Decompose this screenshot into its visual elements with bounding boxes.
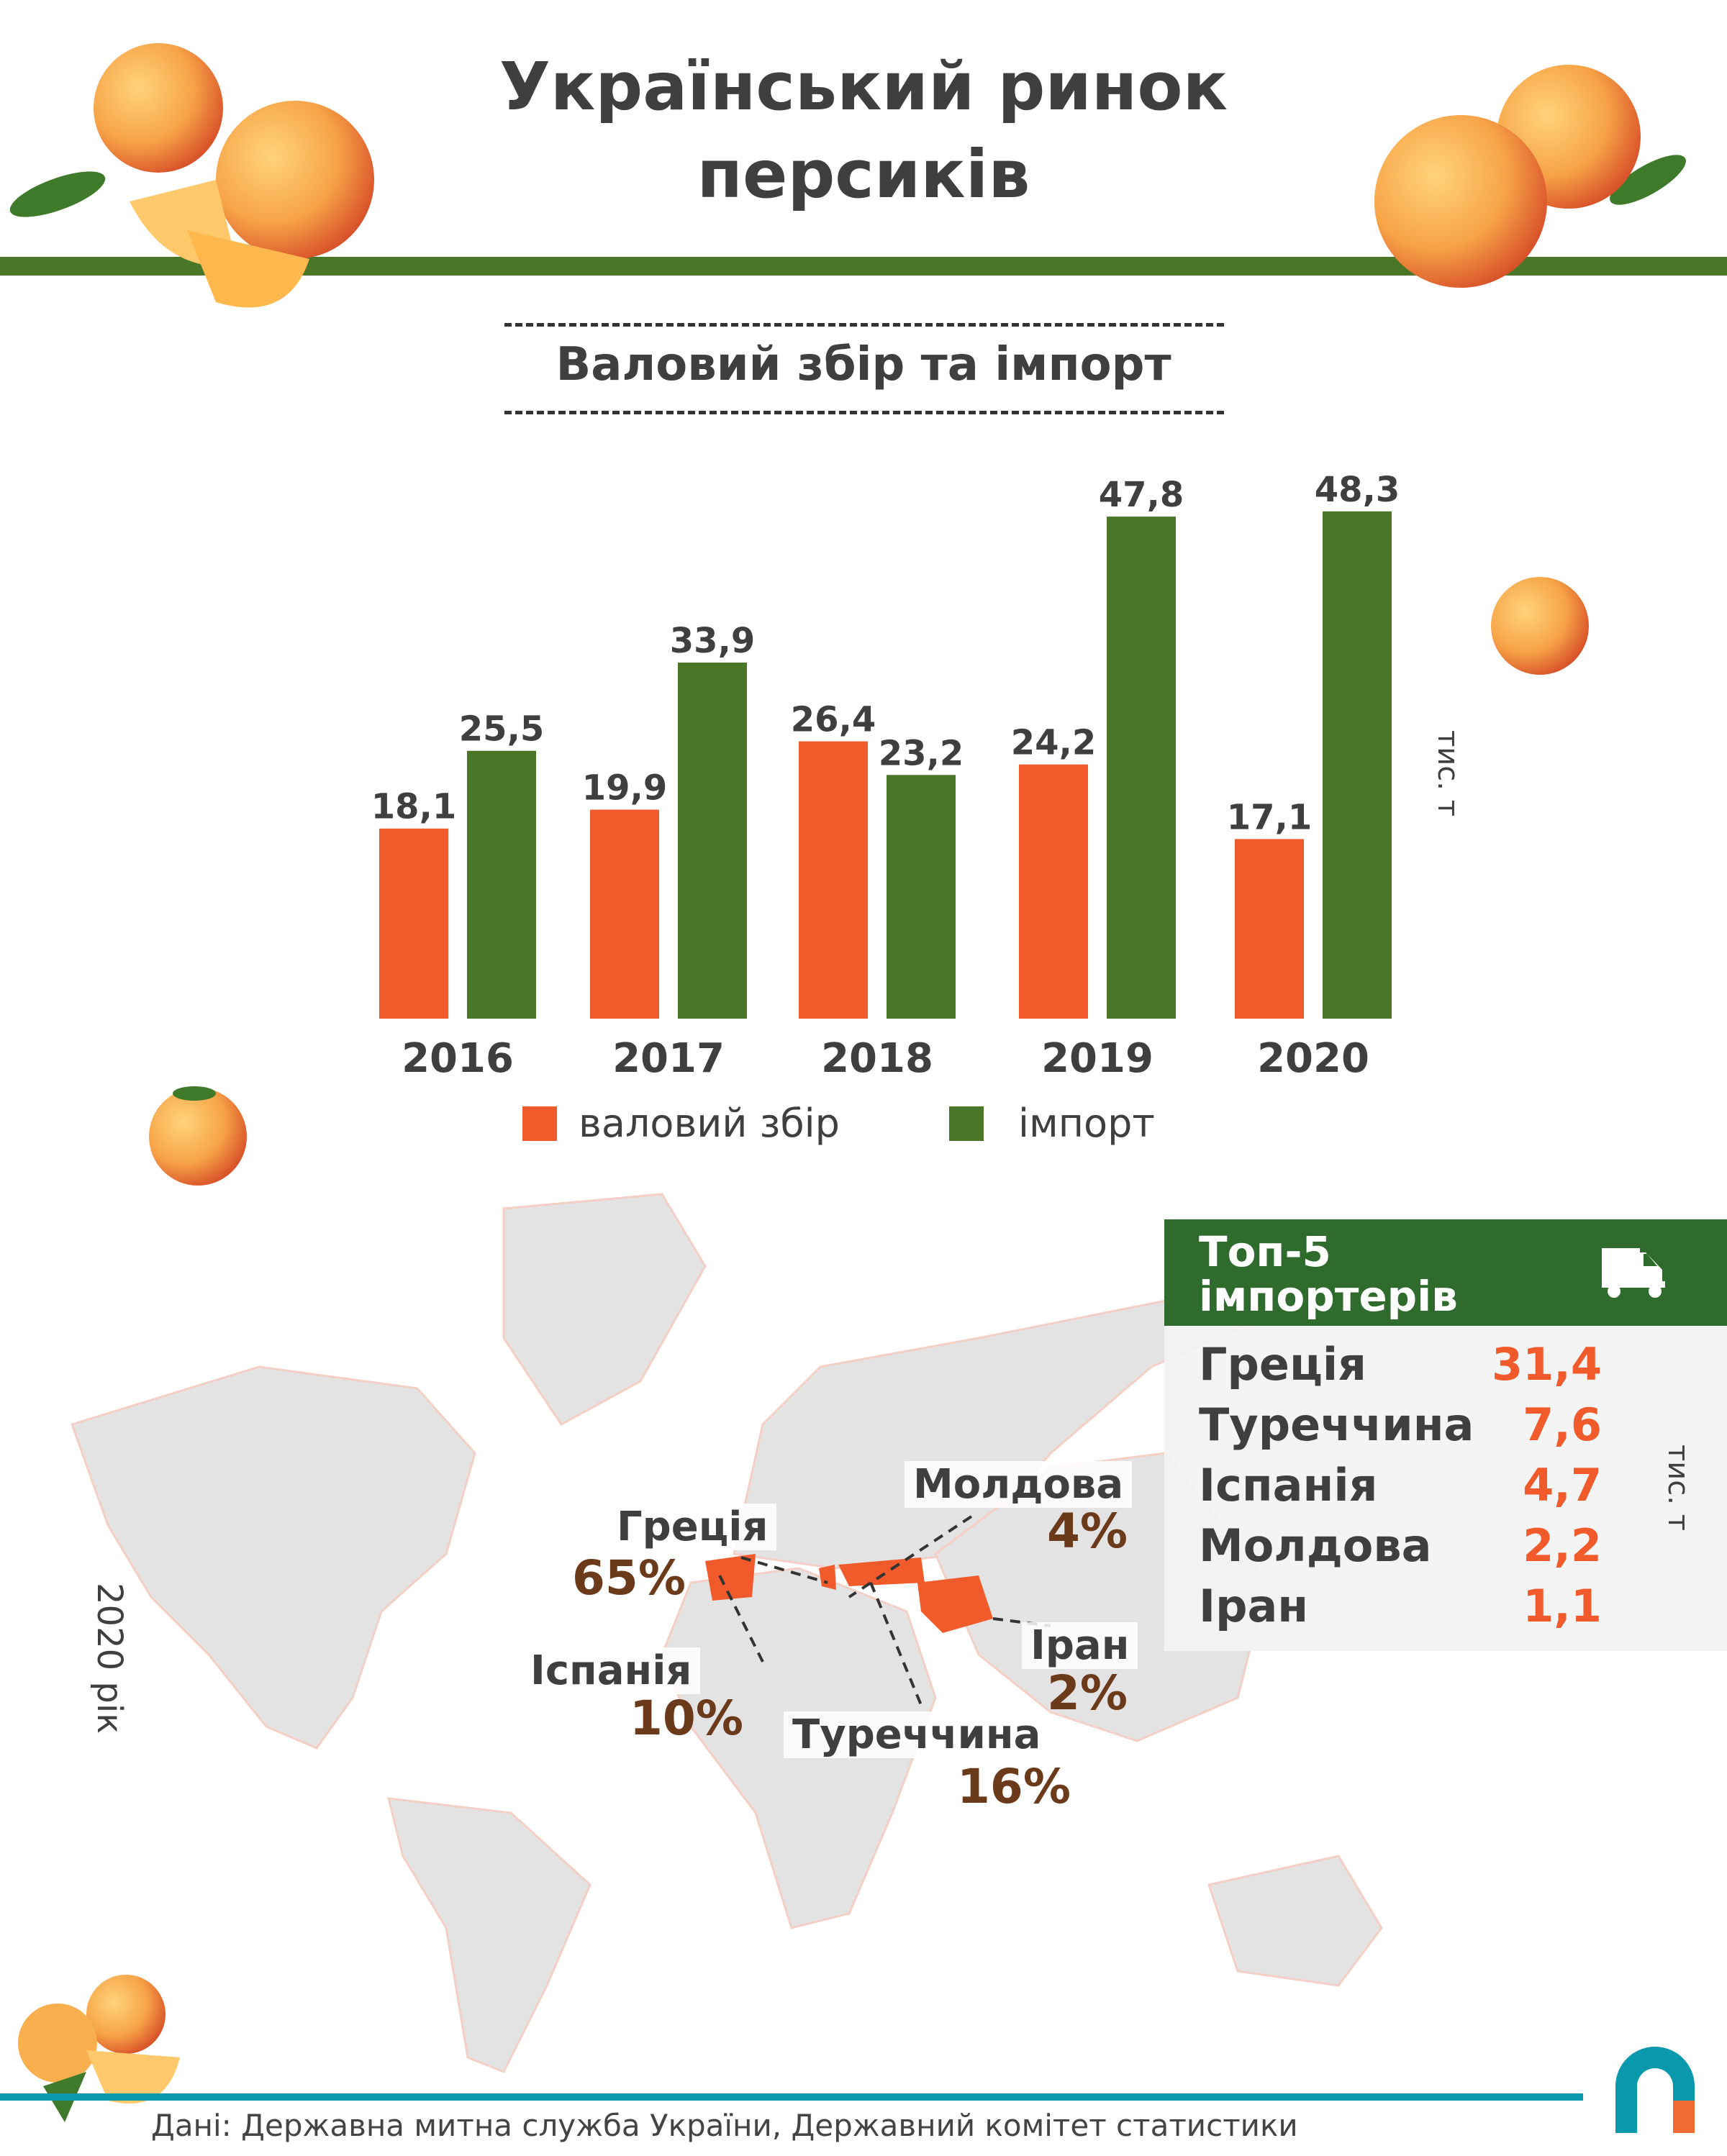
country-name: Іспанія <box>1199 1459 1378 1511</box>
country-name: Греція <box>1199 1338 1366 1391</box>
turkey-highlight <box>838 1557 925 1586</box>
page-title: Український ринок персиків <box>0 43 1727 219</box>
legend-item-import: імпорт <box>949 1101 1155 1146</box>
top5-row: Греція 31,4 <box>1199 1334 1602 1395</box>
import-value: 31,4 <box>1492 1338 1602 1391</box>
top5-unit: тис. т <box>1662 1445 1695 1532</box>
iran-highlight <box>917 1575 993 1633</box>
x-tick-label: 2020 <box>1257 1035 1369 1079</box>
legend-swatch <box>522 1106 557 1141</box>
data-label: 24,2 <box>1011 723 1096 763</box>
country-name: Туреччина <box>1199 1398 1474 1451</box>
bar-harvest-2018 <box>799 741 868 1019</box>
data-label: 25,5 <box>459 709 544 750</box>
leader-line <box>848 1515 973 1598</box>
footer-line <box>0 2093 1583 2101</box>
leader-line <box>992 1617 1051 1627</box>
import-value: 4,7 <box>1523 1459 1602 1511</box>
greenland <box>502 1193 707 1426</box>
title-line-2: персиків <box>697 136 1030 213</box>
bar-import-2018 <box>887 775 956 1019</box>
north-america <box>71 1365 476 1750</box>
greece-highlight <box>819 1565 836 1590</box>
bar-harvest-2016 <box>379 828 448 1019</box>
bar-import-2020 <box>1323 511 1392 1019</box>
truck-icon <box>1602 1248 1665 1298</box>
peach-icon <box>1491 577 1589 675</box>
data-label: 23,2 <box>879 733 964 773</box>
peach-icon <box>1374 65 1686 288</box>
data-label: 18,1 <box>371 787 456 827</box>
map-share-greece: 65% <box>572 1550 686 1606</box>
bar-harvest-2019 <box>1019 764 1088 1019</box>
year-label: 2020 рік <box>89 1583 130 1734</box>
spain-highlight <box>705 1554 756 1601</box>
legend-item-harvest: валовий збір <box>522 1101 840 1146</box>
top5-row: Молдова 2,2 <box>1199 1516 1602 1576</box>
legend-swatch <box>949 1106 984 1141</box>
title-line-1: Український ринок <box>499 48 1228 125</box>
chart-title: Валовий збір та імпорт <box>556 338 1171 391</box>
import-value: 2,2 <box>1523 1519 1602 1572</box>
country-name: Іран <box>1199 1580 1309 1632</box>
x-tick-label: 2019 <box>1041 1035 1153 1079</box>
data-label: 19,9 <box>582 768 667 808</box>
top5-title-line: Топ-5 <box>1199 1227 1331 1276</box>
map-label-iran: Іран <box>1022 1622 1138 1669</box>
leader-line <box>869 1582 923 1706</box>
top5-row: Іспанія 4,7 <box>1199 1455 1602 1516</box>
top5-row: Туреччина 7,6 <box>1199 1395 1602 1455</box>
top5-title-line: імпортерів <box>1199 1272 1458 1321</box>
import-value: 1,1 <box>1523 1580 1602 1632</box>
data-label: 48,3 <box>1315 470 1400 510</box>
map-share-turkey: 16% <box>957 1759 1071 1814</box>
map-share-moldova: 4% <box>1047 1504 1128 1559</box>
data-label: 26,4 <box>791 700 876 740</box>
data-label: 33,9 <box>670 621 755 661</box>
australia <box>1207 1855 1383 1987</box>
import-value: 7,6 <box>1523 1398 1602 1451</box>
y-axis-unit: тис. т <box>1431 730 1464 817</box>
logo-icon <box>1615 2047 1695 2133</box>
legend-label: імпорт <box>1018 1101 1155 1146</box>
south-america <box>387 1797 591 2073</box>
peach-icon <box>149 1086 247 1186</box>
data-label: 17,1 <box>1227 797 1312 837</box>
legend-label: валовий збір <box>579 1101 840 1146</box>
map-share-iran: 2% <box>1047 1665 1128 1721</box>
map-label-spain: Іспанія <box>522 1647 701 1694</box>
divider <box>504 323 1224 327</box>
data-label: 47,8 <box>1099 475 1184 515</box>
peach-icon <box>9 43 374 308</box>
divider <box>504 411 1224 414</box>
bar-chart: 18,125,5 2016 19,9 33,9 2017 26,423,2 2018 24,2… <box>371 470 1400 1079</box>
country-name: Молдова <box>1199 1519 1432 1572</box>
bar-harvest-2020 <box>1235 839 1304 1019</box>
bar-import-2017 <box>678 663 747 1019</box>
x-tick-label: 2017 <box>612 1035 725 1079</box>
leader-line <box>740 1556 828 1584</box>
x-tick-label: 2016 <box>402 1035 514 1079</box>
map-label-greece: Греція <box>608 1504 777 1550</box>
bar-harvest-2017 <box>590 809 659 1019</box>
map-share-spain: 10% <box>630 1691 743 1746</box>
x-tick-label: 2018 <box>821 1035 933 1079</box>
top5-header: Топ-5 імпортерів <box>1164 1219 1727 1326</box>
map-label-moldova: Молдова <box>905 1461 1133 1508</box>
top5-importers-panel: Топ-5 імпортерів Греція 31,4 Туреччина 7,6… <box>1164 1219 1727 1651</box>
bar-import-2019 <box>1107 517 1176 1019</box>
top5-row: Іран 1,1 <box>1199 1576 1602 1637</box>
source-note: Дані: Державна митна служба України, Дер… <box>151 2108 1298 2143</box>
map-label-turkey: Туреччина <box>784 1711 1050 1758</box>
bar-import-2016 <box>467 750 536 1019</box>
